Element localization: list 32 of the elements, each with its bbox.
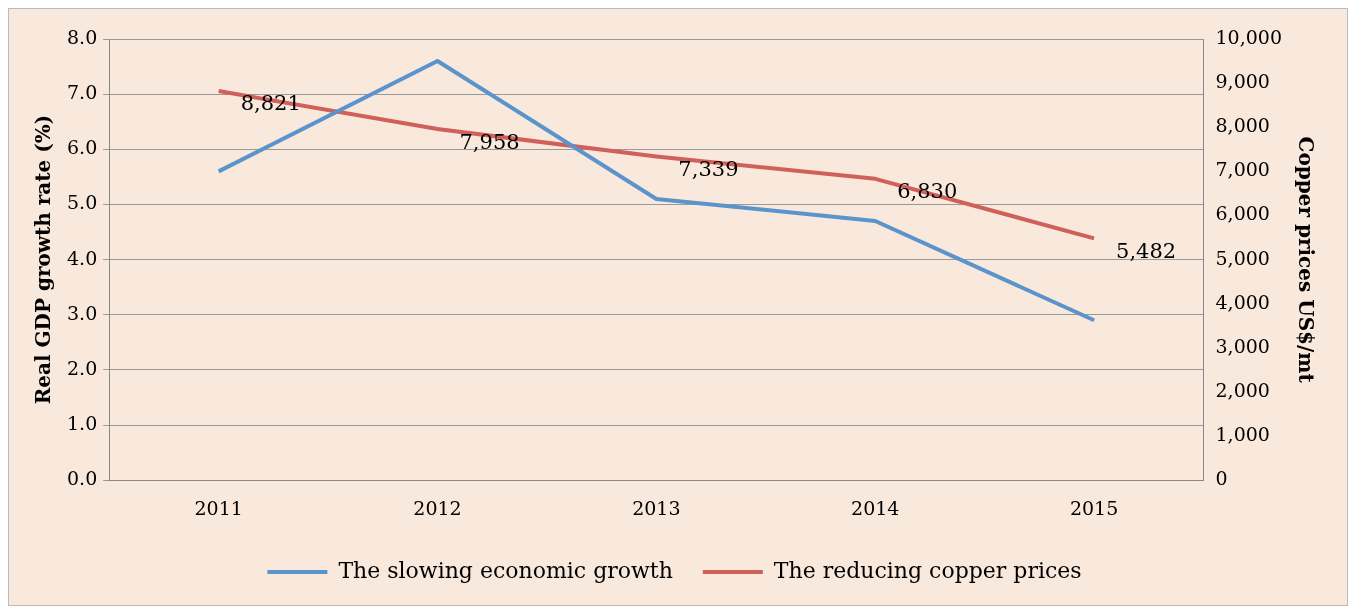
y2-tick-label: 5,000 [1215,246,1270,269]
y-tick-label: 1.0 [67,411,98,434]
y2-tick-label: 0 [1215,467,1228,490]
y-tick-label: 7.0 [67,81,98,104]
x-tick-label: 2011 [194,496,243,519]
y-tick-label: 8.0 [67,25,98,48]
y2-tick-label: 6,000 [1215,202,1270,225]
x-tick-label: 2014 [851,496,900,519]
y2-tick-label: 2,000 [1215,378,1270,401]
y-tick-label: 5.0 [67,191,98,214]
y2-axis-title: Copper prices US$/mt [1293,136,1318,384]
y-tick-label: 4.0 [67,246,98,269]
data-label: 7,958 [459,129,520,154]
y2-tick-label: 3,000 [1215,334,1270,357]
legend-label: The reducing copper prices [773,557,1082,583]
y-tick-label: 0.0 [67,467,98,490]
data-label: 5,482 [1116,238,1177,263]
y2-tick-label: 4,000 [1215,290,1270,313]
y2-tick-label: 10,000 [1215,25,1282,48]
x-tick-label: 2013 [632,496,681,519]
y-tick-label: 3.0 [67,301,98,324]
y2-tick-label: 7,000 [1215,158,1270,181]
x-tick-label: 2015 [1069,496,1119,519]
data-label: 7,339 [678,156,739,181]
y-tick-label: 2.0 [67,356,98,379]
y2-tick-label: 8,000 [1215,114,1270,137]
y-tick-label: 6.0 [67,136,98,159]
y-axis-title: Real GDP growth rate (%) [31,114,56,405]
x-tick-label: 2012 [413,496,462,519]
y2-tick-label: 1,000 [1215,423,1270,446]
legend-label: The slowing economic growth [338,557,673,583]
y2-tick-label: 9,000 [1215,70,1270,93]
